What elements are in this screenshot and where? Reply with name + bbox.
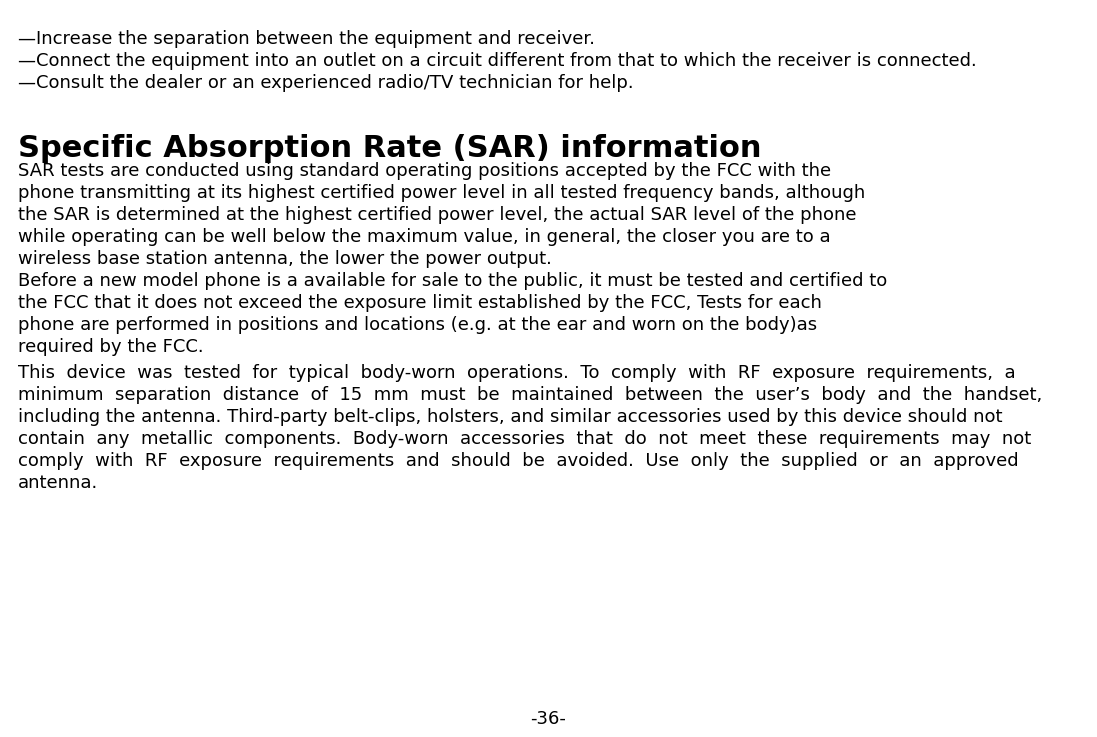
Text: Specific Absorption Rate (SAR) information: Specific Absorption Rate (SAR) informati… xyxy=(18,134,761,163)
Text: including the antenna. Third-party belt-clips, holsters, and similar accessories: including the antenna. Third-party belt-… xyxy=(18,408,1003,426)
Text: phone transmitting at its highest certified power level in all tested frequency : phone transmitting at its highest certif… xyxy=(18,184,866,202)
Text: SAR tests are conducted using standard operating positions accepted by the FCC w: SAR tests are conducted using standard o… xyxy=(18,162,832,180)
Text: Before a new model phone is a available for sale to the public, it must be teste: Before a new model phone is a available … xyxy=(18,272,887,290)
Text: required by the FCC.: required by the FCC. xyxy=(18,338,204,356)
Text: minimum  separation  distance  of  15  mm  must  be  maintained  between  the  u: minimum separation distance of 15 mm mus… xyxy=(18,386,1042,404)
Text: comply  with  RF  exposure  requirements  and  should  be  avoided.  Use  only  : comply with RF exposure requirements and… xyxy=(18,452,1019,470)
Text: —Connect the equipment into an outlet on a circuit different from that to which : —Connect the equipment into an outlet on… xyxy=(18,52,976,70)
Text: contain  any  metallic  components.  Body-worn  accessories  that  do  not  meet: contain any metallic components. Body-wo… xyxy=(18,430,1031,448)
Text: the FCC that it does not exceed the exposure limit established by the FCC, Tests: the FCC that it does not exceed the expo… xyxy=(18,294,822,312)
Text: while operating can be well below the maximum value, in general, the closer you : while operating can be well below the ma… xyxy=(18,228,830,246)
Text: wireless base station antenna, the lower the power output.: wireless base station antenna, the lower… xyxy=(18,250,552,268)
Text: the SAR is determined at the highest certified power level, the actual SAR level: the SAR is determined at the highest cer… xyxy=(18,206,857,224)
Text: —Consult the dealer or an experienced radio/TV technician for help.: —Consult the dealer or an experienced ra… xyxy=(18,74,634,92)
Text: -36-: -36- xyxy=(531,710,566,728)
Text: antenna.: antenna. xyxy=(18,474,99,492)
Text: —Increase the separation between the equipment and receiver.: —Increase the separation between the equ… xyxy=(18,30,595,48)
Text: phone are performed in positions and locations (e.g. at the ear and worn on the : phone are performed in positions and loc… xyxy=(18,316,817,334)
Text: This  device  was  tested  for  typical  body-worn  operations.  To  comply  wit: This device was tested for typical body-… xyxy=(18,364,1016,382)
